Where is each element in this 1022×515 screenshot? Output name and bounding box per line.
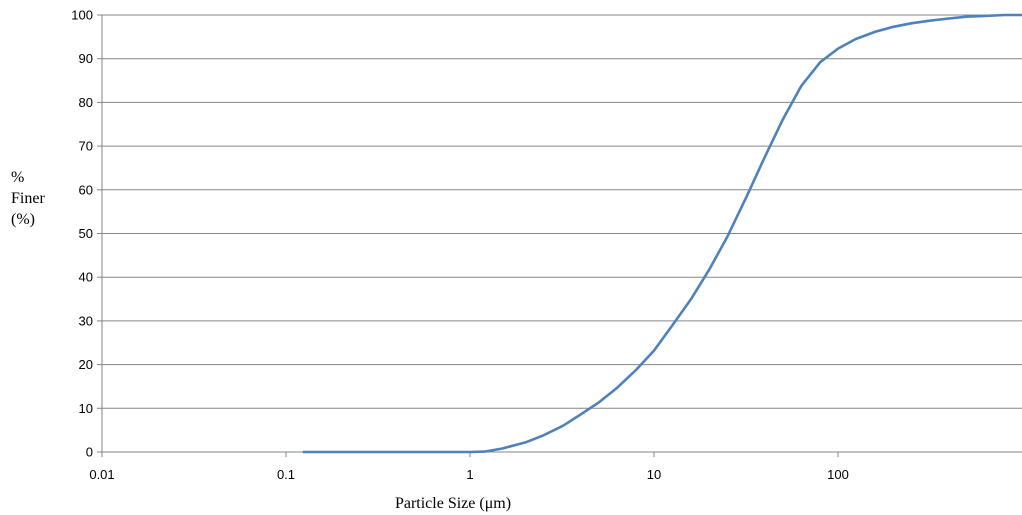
axes (97, 14, 1022, 457)
y-axis-title-line: % (11, 169, 24, 186)
x-tick-label: 1 (466, 467, 473, 482)
y-tick-label: 70 (79, 139, 93, 154)
x-tick-labels: 0.01 0.1 1 10 100 (89, 467, 849, 482)
y-tick-label: 100 (71, 8, 93, 23)
y-tick-label: 90 (79, 51, 93, 66)
y-tick-label: 60 (79, 182, 93, 197)
y-tick-label: 80 (79, 95, 93, 110)
x-tick-label: 10 (647, 467, 661, 482)
y-tick-label: 30 (79, 313, 93, 328)
y-axis-title-line: (%) (11, 211, 35, 228)
y-tick-label: 40 (79, 270, 93, 285)
gridlines (102, 14, 1022, 409)
y-axis-title: % Finer (%) (11, 169, 45, 228)
y-axis-title-line: Finer (11, 190, 45, 207)
y-tick-labels: 0 10 20 30 40 50 60 70 80 90 100 (71, 8, 93, 460)
x-axis-title: Particle Size (μm) (395, 495, 511, 512)
y-tick-label: 0 (86, 445, 93, 460)
y-tick-label: 10 (79, 401, 93, 416)
series-lines (302, 13, 1022, 454)
series-line (302, 13, 1022, 454)
x-tick-label: 0.01 (89, 467, 114, 482)
y-tick-label: 20 (79, 357, 93, 372)
y-tick-label: 50 (79, 226, 93, 241)
x-tick-label: 0.1 (277, 467, 295, 482)
x-tick-label: 100 (827, 467, 849, 482)
